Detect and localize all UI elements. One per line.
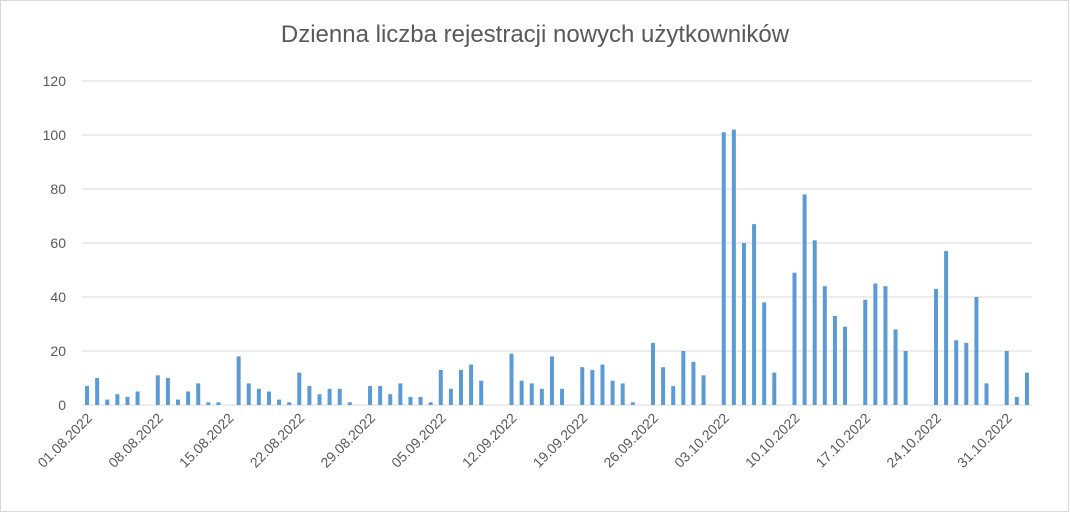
bar [277,399,282,405]
bar [155,375,160,405]
bar [974,297,979,405]
bar [802,194,807,405]
y-tick-label: 120 [43,73,67,89]
bar [368,386,373,405]
bar [984,383,989,405]
y-tick-label: 20 [50,343,66,359]
bar [236,356,241,405]
bar [95,378,100,405]
bar [438,369,443,405]
bar [509,353,514,405]
bar [186,391,191,405]
bar [206,402,211,405]
bar [307,386,312,405]
bar [378,386,383,405]
bar [297,372,302,405]
y-tick-label: 100 [43,127,67,143]
bar [337,388,342,405]
bar [903,351,908,405]
bar [600,364,605,405]
bar [458,369,463,405]
bar [721,132,726,406]
bar [812,240,817,405]
bar [479,380,484,405]
bar [954,340,959,405]
bar [1014,396,1019,405]
bar [327,388,332,405]
bar [661,367,666,405]
bar [287,402,292,405]
bar [792,272,797,405]
bar [772,372,777,405]
bar [630,402,635,405]
y-tick-label: 60 [50,235,66,251]
bar [428,402,433,405]
bar [529,383,534,405]
bar [196,383,201,405]
bar [883,286,888,405]
bar [165,378,170,405]
bar [944,251,949,405]
bar [448,388,453,405]
bar [580,367,585,405]
bar [933,288,938,405]
bar [519,380,524,405]
bar [539,388,544,405]
bar [266,391,271,405]
bar [469,364,474,405]
bar [822,286,827,405]
y-tick-label: 80 [50,181,66,197]
bar [135,391,140,405]
bar [216,402,221,405]
bar [620,383,625,405]
bar [610,380,615,405]
bar [832,315,837,405]
bar [863,299,868,405]
bar [843,326,848,405]
y-tick-label: 0 [58,397,66,413]
bar [590,369,595,405]
bar [1004,351,1009,405]
bar [651,342,656,405]
chart-title: Dzienna liczba rejestracji nowych użytko… [281,21,790,48]
bar [85,386,90,405]
bar [398,383,403,405]
bar [762,302,767,405]
bar [681,351,686,405]
bar [317,394,322,405]
bar [388,394,393,405]
bar [893,329,898,405]
bar [560,388,565,405]
bar [125,396,130,405]
bar [691,361,696,405]
bar [347,402,352,405]
bar [741,243,746,405]
bar [549,356,554,405]
bar [246,383,251,405]
bar [731,129,736,405]
bar [408,396,413,405]
bar [176,399,181,405]
bar [701,375,706,405]
bar [115,394,120,405]
bar [873,283,878,405]
bar [964,342,969,405]
bar [105,399,110,405]
y-tick-label: 40 [50,289,66,305]
bar [1024,372,1029,405]
bar [752,224,757,405]
bar [256,388,261,405]
bar [418,396,423,405]
bar [671,386,676,405]
